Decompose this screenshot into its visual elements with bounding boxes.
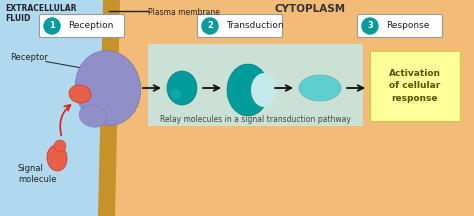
Text: Relay molecules in a signal transduction pathway: Relay molecules in a signal transduction… xyxy=(160,114,350,124)
Text: 2: 2 xyxy=(207,22,213,30)
Ellipse shape xyxy=(54,140,66,152)
FancyBboxPatch shape xyxy=(39,14,125,38)
FancyBboxPatch shape xyxy=(370,51,460,121)
Circle shape xyxy=(202,18,218,34)
Text: Plasma membrane: Plasma membrane xyxy=(148,8,220,17)
Text: EXTRACELLULAR
FLUID: EXTRACELLULAR FLUID xyxy=(5,4,76,23)
Text: CYTOPLASM: CYTOPLASM xyxy=(274,4,346,14)
Text: Activation
of cellular
response: Activation of cellular response xyxy=(389,69,441,103)
Text: Reception: Reception xyxy=(68,22,113,30)
Ellipse shape xyxy=(227,64,269,116)
Text: 3: 3 xyxy=(367,22,373,30)
Ellipse shape xyxy=(79,105,107,127)
Circle shape xyxy=(362,18,378,34)
Ellipse shape xyxy=(47,145,67,171)
FancyBboxPatch shape xyxy=(198,14,283,38)
Ellipse shape xyxy=(299,75,341,101)
Bar xyxy=(148,44,363,126)
Circle shape xyxy=(44,18,60,34)
Text: Receptor: Receptor xyxy=(10,54,48,62)
Polygon shape xyxy=(98,0,120,216)
Text: 1: 1 xyxy=(49,22,55,30)
Text: Signal
molecule: Signal molecule xyxy=(18,164,56,184)
Text: Response: Response xyxy=(386,22,429,30)
FancyBboxPatch shape xyxy=(357,14,443,38)
Ellipse shape xyxy=(75,51,141,125)
Ellipse shape xyxy=(171,89,181,99)
Bar xyxy=(0,0,105,216)
Text: Transduction: Transduction xyxy=(226,22,283,30)
Ellipse shape xyxy=(251,73,277,107)
Ellipse shape xyxy=(69,85,91,103)
Ellipse shape xyxy=(167,71,197,105)
